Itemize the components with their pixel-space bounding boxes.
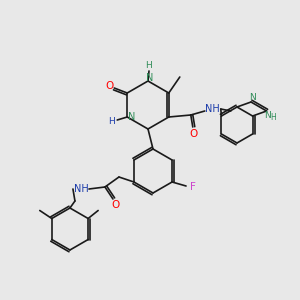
Text: O: O bbox=[105, 81, 113, 91]
Text: N: N bbox=[128, 112, 135, 122]
Text: H: H bbox=[146, 61, 152, 70]
Text: O: O bbox=[112, 200, 120, 210]
Text: NH: NH bbox=[74, 184, 88, 194]
Text: F: F bbox=[190, 182, 196, 192]
Text: N: N bbox=[264, 110, 271, 119]
Text: O: O bbox=[190, 129, 198, 139]
Text: N: N bbox=[146, 73, 154, 83]
Text: H: H bbox=[108, 116, 115, 125]
Text: NH: NH bbox=[206, 104, 220, 114]
Text: H: H bbox=[271, 113, 277, 122]
Text: N: N bbox=[249, 94, 255, 103]
